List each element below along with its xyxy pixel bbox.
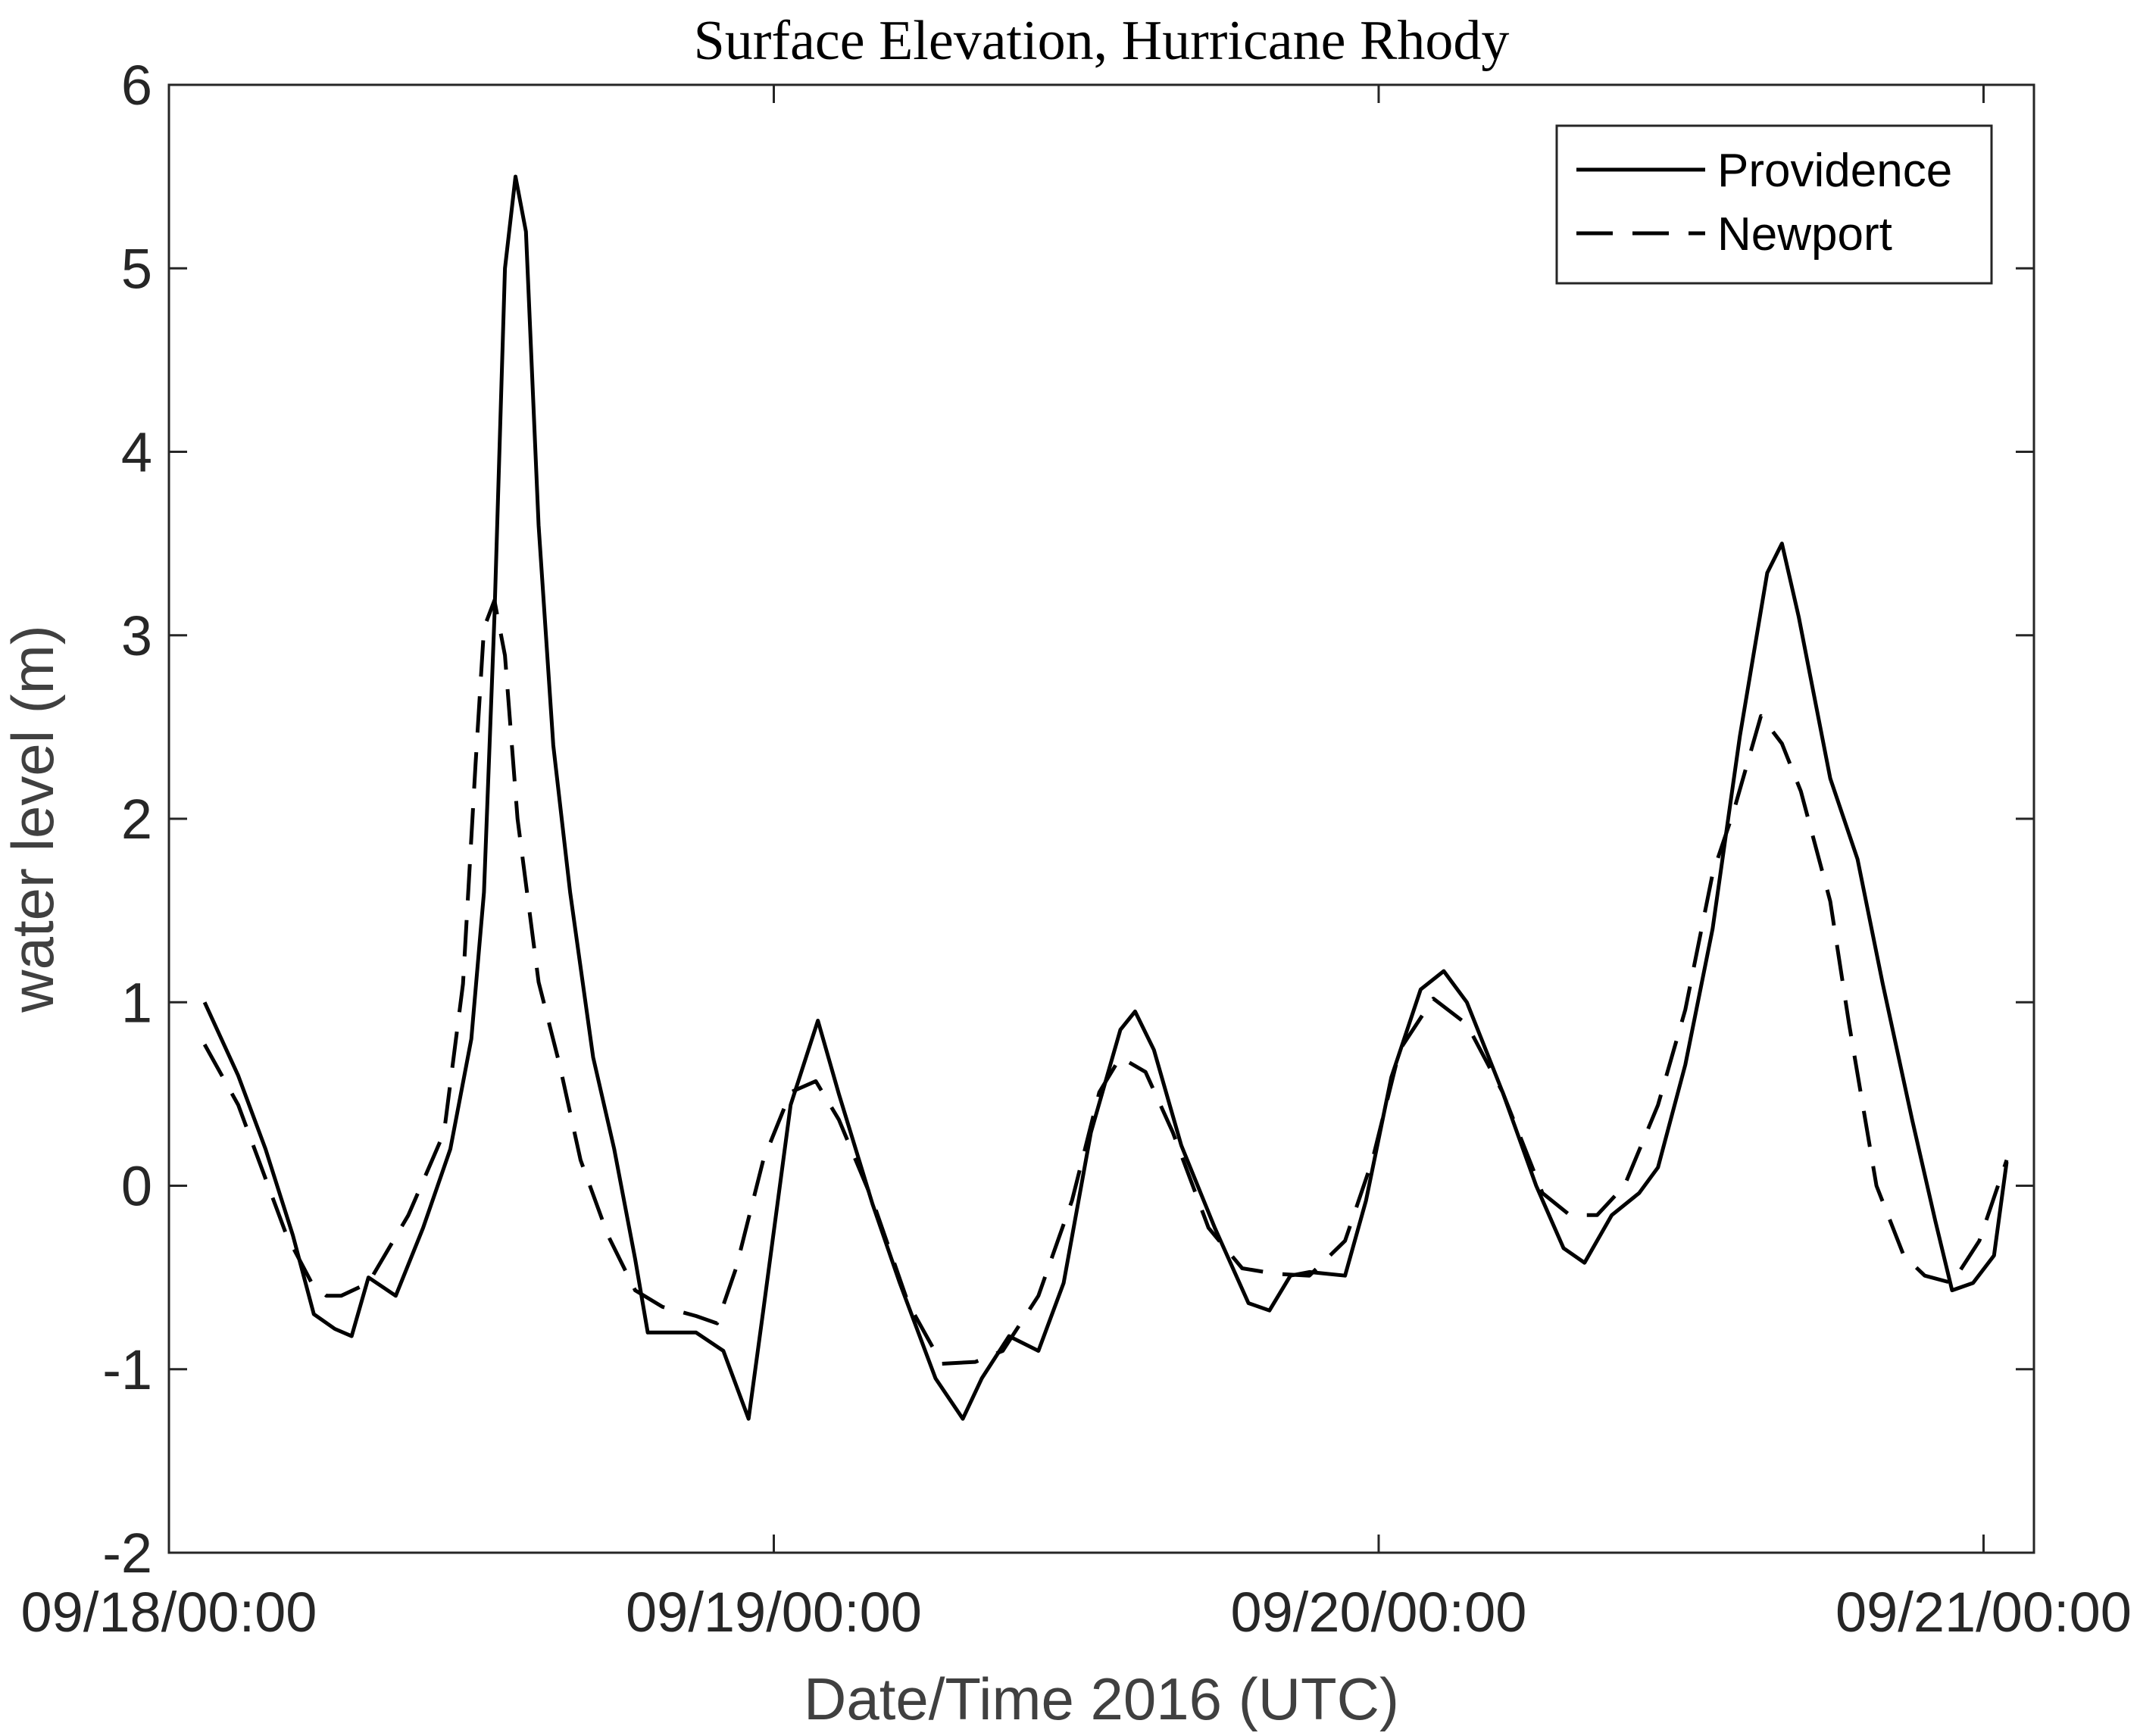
y-tick-label: 2 <box>121 788 152 851</box>
x-tick-label: 09/20/00:00 <box>1231 1581 1527 1644</box>
y-tick-label: 5 <box>121 237 152 300</box>
plot-frame <box>167 83 2035 1554</box>
x-axis-label: Date/Time 2016 (UTC) <box>804 1666 1399 1732</box>
x-tick-label: 09/21/00:00 <box>1835 1581 2132 1644</box>
y-tick-label: -1 <box>102 1338 152 1401</box>
y-tick-label: 6 <box>121 54 152 117</box>
y-tick-label: -2 <box>102 1522 152 1585</box>
chart-title: Surface Elevation, Hurricane Rhody <box>694 10 1510 72</box>
y-tick-label: 4 <box>121 421 152 484</box>
data-line <box>202 598 2009 1366</box>
data-line <box>202 174 2009 1421</box>
y-axis-label: water level (m) <box>0 625 66 1013</box>
legend-label: Newport <box>1717 208 1892 261</box>
legend-box <box>1555 124 1993 285</box>
x-tick-label: 09/19/00:00 <box>626 1581 922 1644</box>
legend-label: Providence <box>1717 145 1952 197</box>
y-tick-label: 1 <box>121 971 152 1034</box>
y-tick-label: 0 <box>121 1155 152 1218</box>
y-tick-label: 3 <box>121 604 152 667</box>
x-tick-label: 09/18/00:00 <box>21 1581 317 1644</box>
